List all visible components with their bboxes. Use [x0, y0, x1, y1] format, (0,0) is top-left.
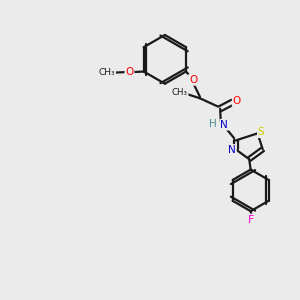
Text: F: F	[248, 214, 254, 224]
Text: H: H	[209, 119, 217, 129]
Text: O: O	[125, 67, 134, 77]
Text: S: S	[258, 127, 264, 137]
Text: N: N	[228, 145, 236, 155]
Text: O: O	[189, 75, 197, 85]
Text: N: N	[220, 120, 228, 130]
Text: O: O	[233, 96, 241, 106]
Text: CH₃: CH₃	[172, 88, 188, 97]
Text: CH₃: CH₃	[99, 68, 115, 76]
